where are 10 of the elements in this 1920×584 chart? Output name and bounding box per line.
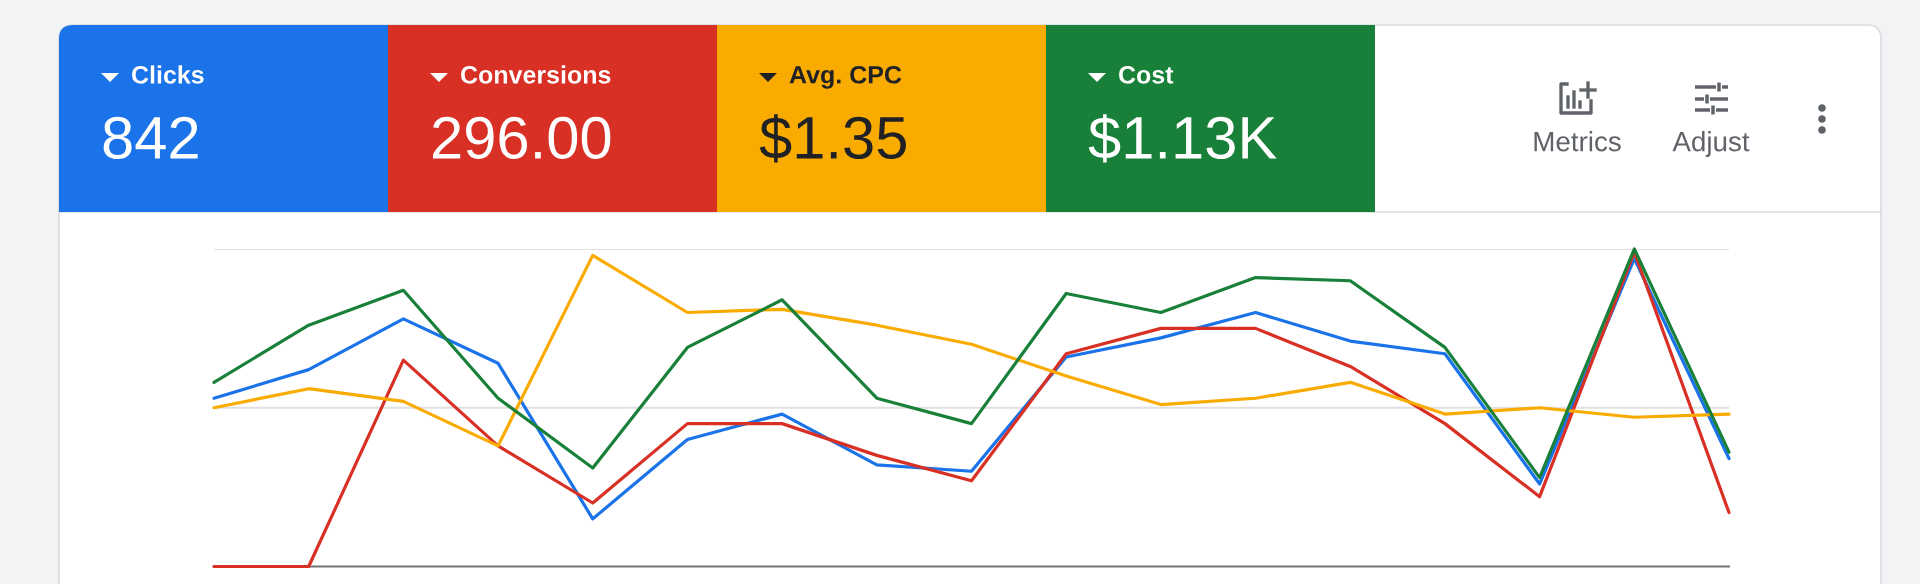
- text: Metrics: [1534, 131, 1621, 152]
- category-label: Cost: [1119, 66, 1174, 84]
- text: $1.13K: [1088, 114, 1277, 163]
- text: 842: [103, 116, 198, 160]
- text: 296.00: [433, 116, 611, 160]
- category-label: Avg. CPC: [789, 65, 902, 89]
- category-label: Conversions: [461, 65, 611, 84]
- text: Adjust: [1672, 131, 1750, 157]
- text: $1.35: [759, 114, 906, 163]
- category-label: Clicks: [132, 65, 204, 84]
